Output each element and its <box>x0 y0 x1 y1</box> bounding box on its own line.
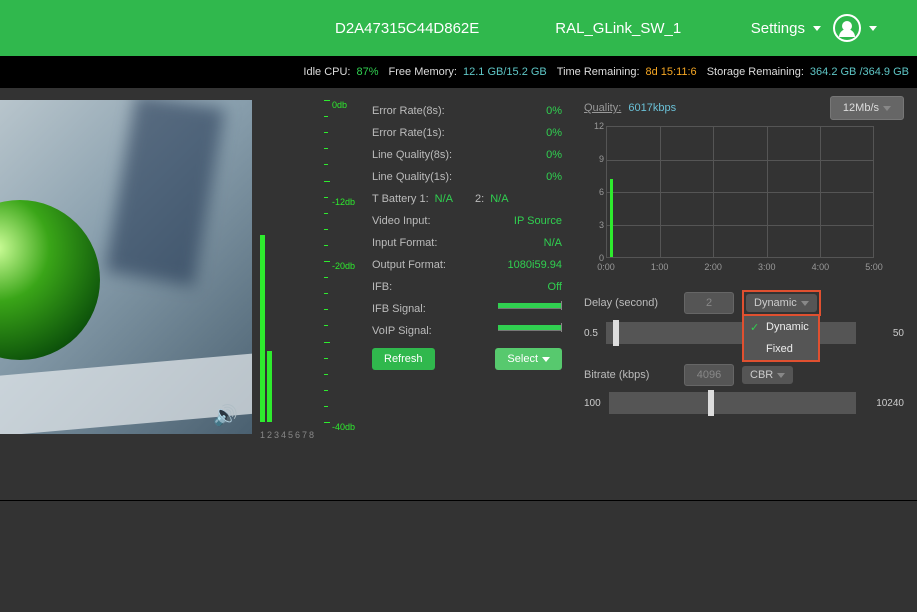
stat-label: Line Quality(1s): <box>372 171 452 183</box>
ifb-value: Off <box>548 281 562 293</box>
vu-channel-label: 5 <box>288 430 293 440</box>
stat-label: Error Rate(8s): <box>372 105 445 117</box>
vu-channel-label: 4 <box>281 430 286 440</box>
output-format-value: 1080i59.94 <box>508 259 562 271</box>
vu-channel <box>309 100 314 422</box>
delay-mode-option[interactable]: Fixed <box>744 338 818 360</box>
status-bar: Idle CPU: 87% Free Memory: 12.1 GB/15.2 … <box>0 56 917 88</box>
storage-rem-label: Storage Remaining: <box>707 66 804 78</box>
stat-value: 0% <box>546 171 562 183</box>
input-format-label: Input Format: <box>372 237 437 249</box>
vu-channel-label: 3 <box>274 430 279 440</box>
user-menu[interactable] <box>833 14 877 42</box>
quality-value: 6017kbps <box>628 102 676 114</box>
footer-separator <box>0 500 917 501</box>
delay-label: Delay (second) <box>584 297 676 309</box>
vu-channel <box>274 100 279 422</box>
idle-cpu-label: Idle CPU: <box>303 66 350 78</box>
time-rem-label: Time Remaining: <box>557 66 640 78</box>
right-column: Quality: 6017kbps 12Mb/s 036912 0:001:00… <box>584 96 904 414</box>
bitrate-slider[interactable] <box>609 392 856 414</box>
delay-input[interactable] <box>684 292 734 314</box>
stat-label: Line Quality(8s): <box>372 149 452 161</box>
vu-channel-label: 6 <box>295 430 300 440</box>
video-input-value: IP Source <box>514 215 562 227</box>
vu-channel <box>260 100 265 422</box>
bitrate-label: Bitrate (kbps) <box>584 369 676 381</box>
vu-channel <box>267 100 272 422</box>
video-input-label: Video Input: <box>372 215 431 227</box>
caret-down-icon <box>542 357 550 362</box>
caret-down-icon <box>801 301 809 306</box>
idle-cpu-value: 87% <box>356 66 378 78</box>
refresh-button[interactable]: Refresh <box>372 348 435 370</box>
rate-dropdown[interactable]: 12Mb/s <box>830 96 904 120</box>
ifb-signal-label: IFB Signal: <box>372 303 426 315</box>
battery2-value: N/A <box>490 193 508 205</box>
voip-signal-meter <box>498 325 562 331</box>
caret-down-icon <box>869 26 877 31</box>
storage-rem-value: 364.2 GB /364.9 GB <box>810 66 909 78</box>
vu-channel-label: 2 <box>267 430 272 440</box>
stat-value: 0% <box>546 105 562 117</box>
bitrate-slider-max: 10240 <box>864 398 904 409</box>
vu-channel <box>302 100 307 422</box>
video-preview[interactable]: 🔊 <box>0 100 252 434</box>
vu-scale-label: 0db <box>332 100 347 110</box>
vu-scale-label: -12db <box>332 197 355 207</box>
device-name: RAL_GLink_SW_1 <box>555 20 681 37</box>
stat-value: 0% <box>546 149 562 161</box>
bitrate-chart: 036912 0:001:002:003:004:005:00 <box>584 126 904 276</box>
ifb-signal-meter <box>498 303 562 309</box>
vu-scale-label: -40db <box>332 422 355 432</box>
vu-channel-label: 8 <box>309 430 314 440</box>
delay-mode-option[interactable]: Dynamic <box>744 316 818 338</box>
speaker-icon[interactable]: 🔊 <box>213 403 238 428</box>
battery1-label: T Battery 1: <box>372 193 429 205</box>
user-avatar-icon <box>833 14 861 42</box>
vu-scale-label: -20db <box>332 261 355 271</box>
caret-down-icon <box>883 106 891 111</box>
device-id: D2A47315C44D862E <box>335 20 479 37</box>
ifb-label: IFB: <box>372 281 392 293</box>
settings-label: Settings <box>751 20 805 37</box>
quality-label[interactable]: Quality: <box>584 102 621 114</box>
main-panel: 🔊 12345678 0db -12db -20db -40db Error Rate… <box>0 88 917 498</box>
caret-down-icon <box>777 373 785 378</box>
vu-channel <box>295 100 300 422</box>
delay-mode-menu: DynamicFixed <box>742 314 820 362</box>
vu-channel <box>288 100 293 422</box>
bitrate-slider-min: 100 <box>584 398 601 409</box>
voip-signal-label: VoIP Signal: <box>372 325 432 337</box>
delay-slider-max: 50 <box>864 328 904 339</box>
time-rem-value: 8d 15:11:6 <box>646 66 697 78</box>
free-mem-value: 12.1 GB/15.2 GB <box>463 66 547 78</box>
delay-mode-dropdown[interactable]: Dynamic <box>746 294 817 312</box>
vu-channel <box>281 100 286 422</box>
select-button[interactable]: Select <box>495 348 562 370</box>
output-format-label: Output Format: <box>372 259 446 271</box>
delay-slider-min: 0.5 <box>584 328 598 339</box>
vu-channel-label: 1 <box>260 430 265 440</box>
vu-channel-label: 7 <box>302 430 307 440</box>
bitrate-input[interactable] <box>684 364 734 386</box>
audio-meters: 12345678 0db-12db-20db-40db <box>260 100 360 434</box>
settings-dropdown[interactable]: Settings <box>751 20 821 37</box>
battery2-label: 2: <box>475 193 484 205</box>
battery1-value: N/A <box>435 193 453 205</box>
caret-down-icon <box>813 26 821 31</box>
free-mem-label: Free Memory: <box>389 66 457 78</box>
top-header: D2A47315C44D862E RAL_GLink_SW_1 Settings <box>0 0 917 56</box>
bitrate-mode-dropdown[interactable]: CBR <box>742 366 793 384</box>
stat-value: 0% <box>546 127 562 139</box>
input-format-value: N/A <box>544 237 562 249</box>
stats-column: Error Rate(8s): 0% Error Rate(1s): 0% Line Q… <box>372 100 562 370</box>
stat-label: Error Rate(1s): <box>372 127 445 139</box>
